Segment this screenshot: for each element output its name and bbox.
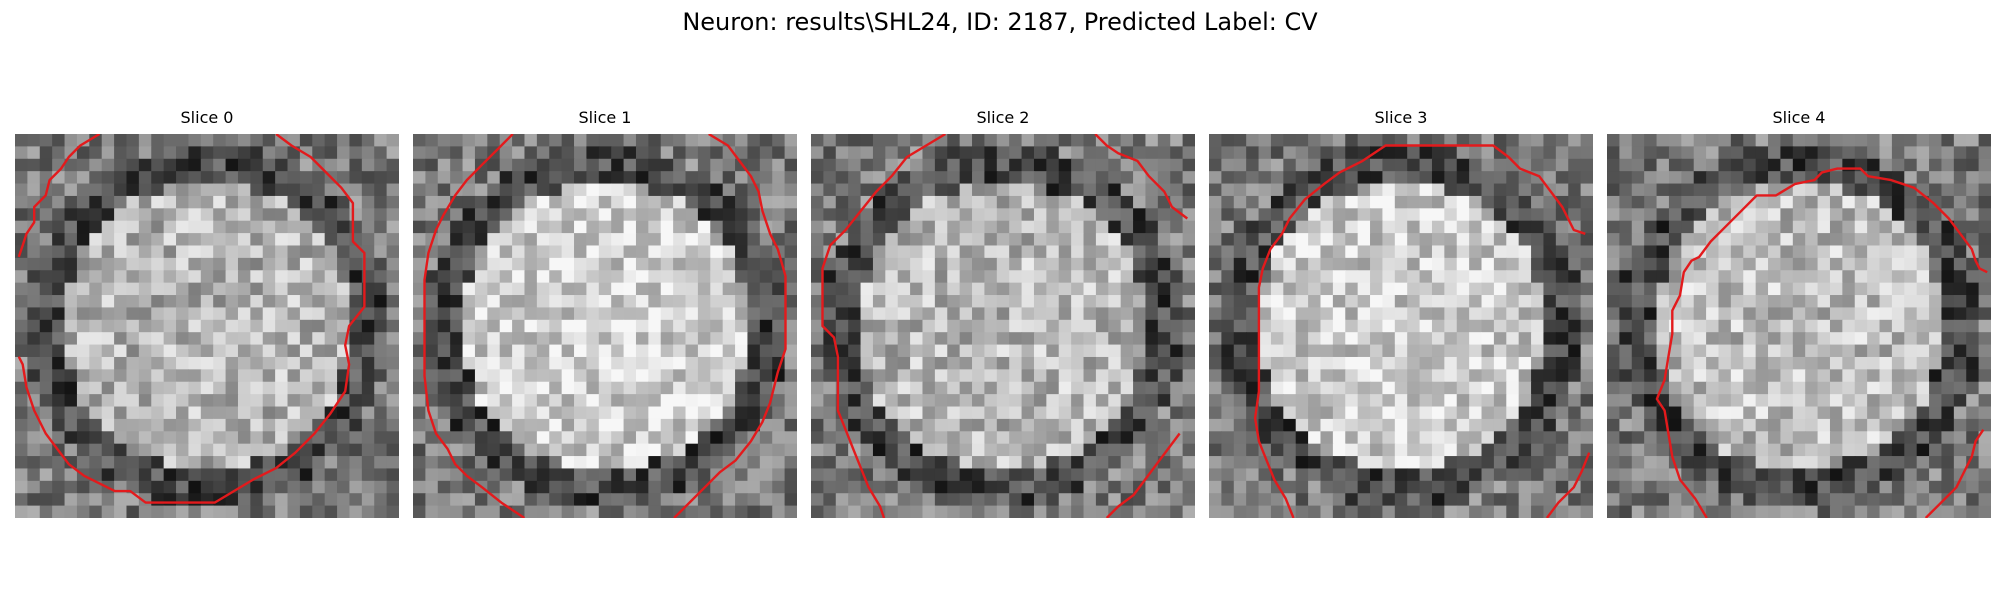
- figure-title: Neuron: results\SHL24, ID: 2187, Predict…: [682, 8, 1318, 36]
- contour-line-1: [1545, 452, 1591, 518]
- pixel-grid: [1607, 134, 1991, 518]
- contour-line-0: [821, 134, 947, 518]
- slice-title: Slice 4: [1772, 108, 1826, 127]
- slice-panel-0: Slice 0: [15, 108, 399, 518]
- slice-panel-2: Slice 2: [811, 108, 1195, 518]
- slice-image-2: [811, 134, 1195, 518]
- contour-line-1: [1094, 134, 1189, 220]
- slice-panel-4: Slice 4: [1607, 108, 1991, 518]
- contour-line-1: [1924, 429, 1985, 518]
- contour-line-2: [1105, 432, 1181, 518]
- slice-image-0: [15, 134, 399, 518]
- contour-line-1: [17, 134, 366, 504]
- pixel-grid: [1209, 134, 1593, 518]
- contour-line-0: [1253, 144, 1586, 518]
- slice-title: Slice 0: [180, 108, 234, 127]
- contour-line-1: [673, 134, 787, 518]
- contour-line-0: [17, 134, 101, 258]
- slice-title: Slice 1: [578, 108, 632, 127]
- pixel-grid: [413, 134, 797, 518]
- slice-panel-3: Slice 3: [1209, 108, 1593, 518]
- slice-title: Slice 2: [976, 108, 1030, 127]
- slice-image-3: [1209, 134, 1593, 518]
- pixel-grid: [811, 134, 1195, 518]
- contour-line-0: [1655, 167, 1988, 518]
- pixel-grid: [15, 134, 399, 518]
- slice-image-4: [1607, 134, 1991, 518]
- slice-title: Slice 3: [1374, 108, 1428, 127]
- contour-line-0: [423, 134, 526, 518]
- slice-image-1: [413, 134, 797, 518]
- slice-panel-1: Slice 1: [413, 108, 797, 518]
